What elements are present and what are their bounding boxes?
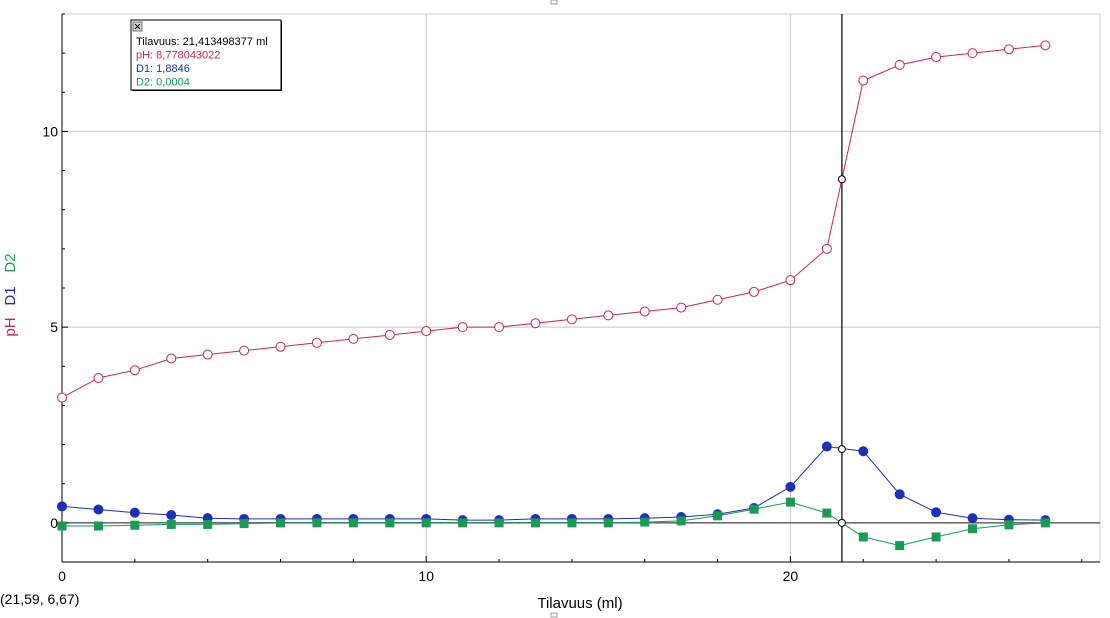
data-point-d2 bbox=[130, 520, 140, 530]
data-point-d2 bbox=[166, 519, 176, 529]
tooltip-line: D1: 1,8846 bbox=[136, 63, 190, 75]
y-axis-title-d2: D2 bbox=[2, 253, 19, 272]
data-point-d2 bbox=[640, 517, 650, 527]
data-point-d1 bbox=[894, 489, 905, 500]
x-tick-label: 20 bbox=[783, 568, 799, 584]
y-axis-title-ph: pH bbox=[2, 317, 19, 336]
data-point-d2 bbox=[93, 521, 103, 531]
data-point-ph bbox=[712, 294, 723, 305]
data-point-d1 bbox=[858, 446, 869, 457]
data-point-d2 bbox=[858, 532, 868, 542]
data-point-ph bbox=[821, 243, 832, 254]
data-point-ph bbox=[967, 48, 978, 59]
cursor-point-ph bbox=[837, 175, 846, 184]
data-point-d1 bbox=[785, 481, 796, 492]
data-point-d2 bbox=[203, 519, 213, 529]
y-tick-label: 10 bbox=[42, 123, 58, 139]
data-point-ph bbox=[530, 318, 541, 329]
data-point-d1 bbox=[821, 441, 832, 452]
data-point-d2 bbox=[530, 518, 540, 528]
data-point-ph bbox=[129, 365, 140, 376]
data-point-d2 bbox=[458, 518, 468, 528]
grid bbox=[62, 13, 1101, 562]
data-point-d1 bbox=[129, 507, 140, 518]
data-point-d2 bbox=[822, 508, 832, 518]
y-axis-title-d1: D1 bbox=[2, 286, 19, 305]
series-line-ph bbox=[61, 44, 1046, 399]
data-point-d1 bbox=[931, 507, 942, 518]
data-point-ph bbox=[348, 333, 359, 344]
x-tick-label: 0 bbox=[58, 568, 66, 584]
y-tick-label: 5 bbox=[50, 319, 58, 335]
x-tick-label: 10 bbox=[418, 568, 434, 584]
data-point-d2 bbox=[57, 521, 67, 531]
data-point-d2 bbox=[239, 519, 249, 529]
tooltip-line: Tilavuus: 21,413498377 ml bbox=[136, 36, 268, 48]
data-point-d2 bbox=[276, 518, 286, 528]
cursor-point-d1 bbox=[837, 445, 846, 454]
data-point-d2 bbox=[676, 516, 686, 526]
data-point-ph bbox=[894, 59, 905, 70]
cursor-point-d2 bbox=[837, 518, 846, 527]
data-point-d2 bbox=[895, 541, 905, 551]
series-line-d2 bbox=[62, 501, 1046, 547]
data-point-ph bbox=[311, 337, 322, 348]
tooltip-box bbox=[130, 19, 282, 91]
data-point-d1 bbox=[57, 501, 67, 512]
axes bbox=[61, 13, 1100, 563]
resize-handle-top[interactable] bbox=[550, 0, 558, 5]
data-point-d2 bbox=[1040, 518, 1050, 528]
data-point-d2 bbox=[713, 511, 723, 521]
data-point-ph bbox=[858, 75, 869, 86]
data-point-ph bbox=[57, 392, 67, 403]
data-point-ph bbox=[931, 52, 942, 63]
resize-handle-bottom[interactable] bbox=[550, 612, 558, 618]
series-area bbox=[57, 40, 1051, 551]
data-point-ph bbox=[421, 326, 432, 337]
coordinate-readout: (21,59, 6,67) bbox=[0, 591, 79, 607]
x-axis-title: Tilavuus (ml) bbox=[537, 595, 622, 612]
data-point-d2 bbox=[494, 518, 504, 528]
data-point-d1 bbox=[967, 513, 978, 524]
data-point-ph bbox=[202, 349, 213, 360]
data-point-d2 bbox=[567, 518, 577, 528]
data-point-d2 bbox=[931, 532, 941, 542]
cursor-layer[interactable]: Tilavuus: 21,413498377 ml pH: 8,778043022… bbox=[130, 14, 846, 562]
data-point-d2 bbox=[348, 518, 358, 528]
data-point-ph bbox=[1003, 44, 1014, 55]
data-point-d2 bbox=[749, 504, 759, 514]
data-point-ph bbox=[166, 353, 177, 364]
data-point-ph bbox=[457, 322, 468, 333]
data-point-ph bbox=[275, 341, 286, 352]
labels: 0 10 20 0 5 10 pH D1 D2 bbox=[2, 0, 799, 618]
data-point-d1 bbox=[93, 504, 104, 515]
data-point-d2 bbox=[603, 518, 613, 528]
tooltip-close-icon[interactable] bbox=[132, 21, 143, 32]
data-point-ph bbox=[566, 314, 577, 325]
data-point-d2 bbox=[1004, 520, 1014, 530]
y-tick-label: 0 bbox=[50, 515, 58, 531]
tooltip-line: D2: 0,0004 bbox=[136, 77, 190, 89]
data-point-ph bbox=[785, 275, 796, 286]
data-point-ph bbox=[93, 373, 104, 384]
data-point-ph bbox=[639, 306, 650, 317]
data-point-ph bbox=[676, 302, 687, 313]
series-line-d1 bbox=[61, 445, 1046, 521]
data-point-d1 bbox=[166, 510, 177, 521]
data-point-d2 bbox=[785, 497, 795, 507]
data-point-ph bbox=[603, 310, 614, 321]
data-point-ph bbox=[1040, 40, 1051, 51]
data-point-ph bbox=[384, 329, 395, 340]
data-point-d2 bbox=[968, 524, 978, 534]
tooltip-line: pH: 8,778043022 bbox=[136, 50, 220, 62]
data-point-d2 bbox=[421, 518, 431, 528]
data-point-d2 bbox=[385, 518, 395, 528]
data-point-d2 bbox=[312, 518, 322, 528]
data-point-ph bbox=[239, 345, 250, 356]
data-point-ph bbox=[749, 286, 759, 297]
data-point-ph bbox=[494, 322, 505, 333]
